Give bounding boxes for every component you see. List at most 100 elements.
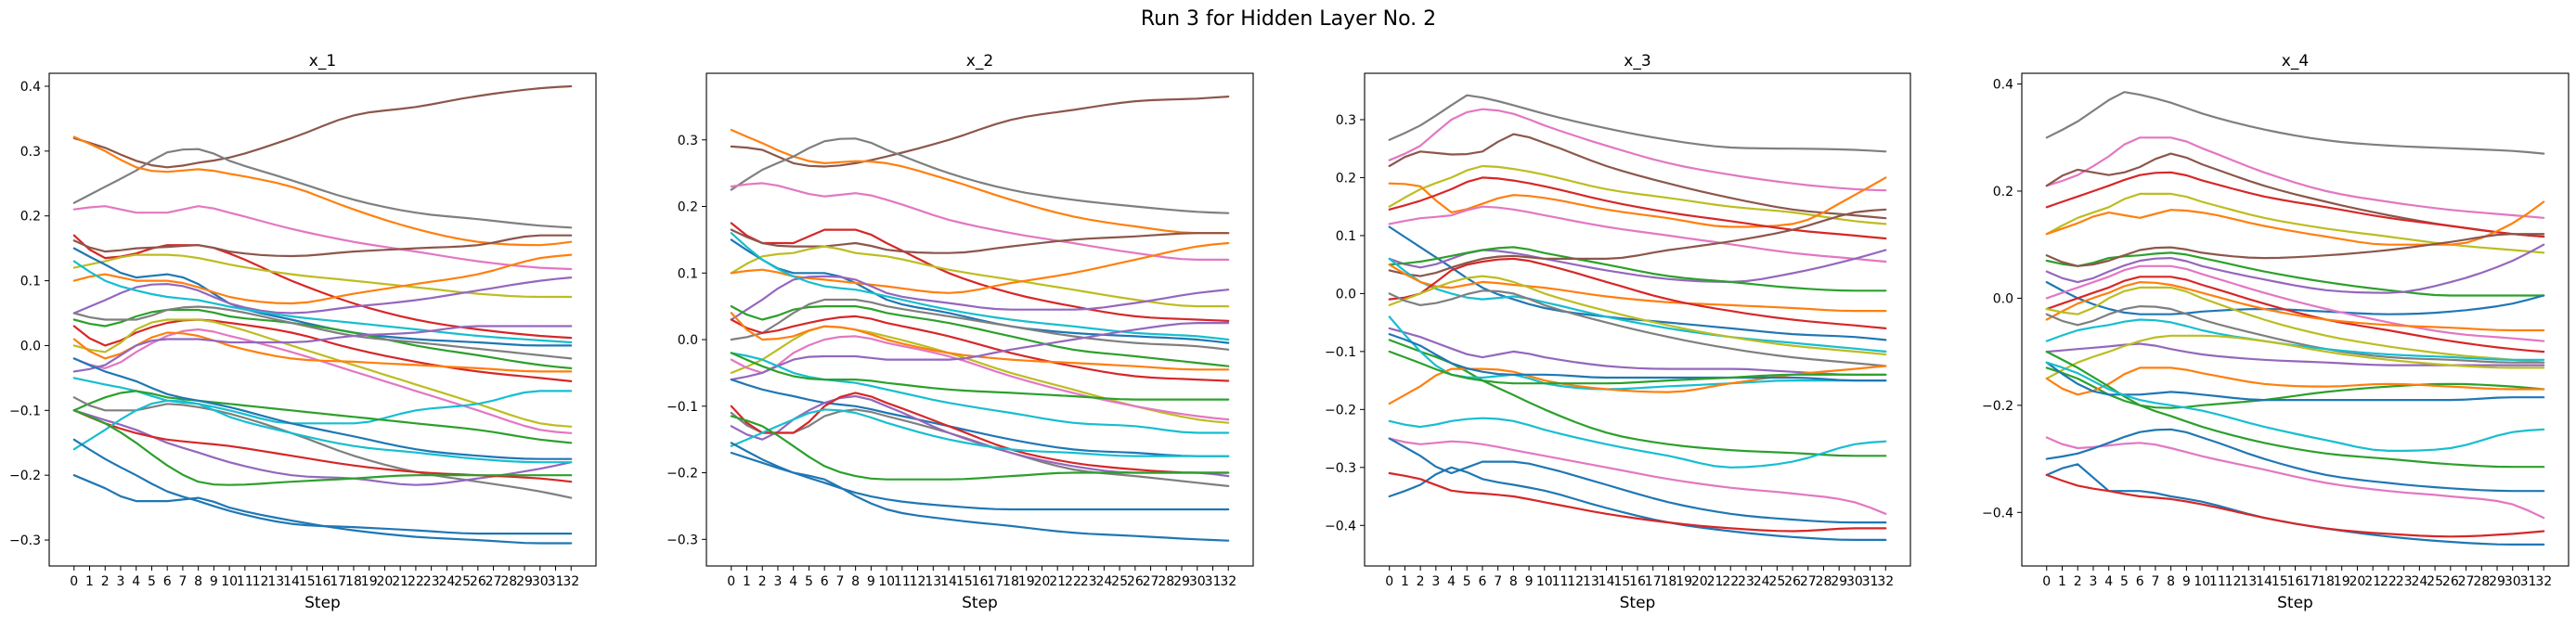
y-tick-label: 0.3 [20, 145, 41, 160]
x-tick-label: 30 [532, 574, 549, 589]
series-line [1388, 339, 1887, 457]
series-line [2045, 334, 2545, 380]
series-line [72, 409, 573, 483]
panel-title: x_3 [1624, 52, 1650, 71]
series-line [2045, 276, 2545, 353]
series-line [1388, 333, 1887, 382]
series-line [2045, 428, 2545, 493]
series-line [1388, 315, 1887, 391]
series-line [72, 438, 573, 535]
x-tick-label: 26 [2442, 574, 2459, 589]
x-tick-label: 32 [1877, 574, 1894, 589]
x-tick-label: 0 [1385, 574, 1393, 589]
series-line [72, 234, 573, 258]
x-tick-label: 9 [1525, 574, 1534, 589]
x-tick-label: 23 [1738, 574, 1754, 589]
x-tick-label: 32 [2535, 574, 2552, 589]
y-tick-label: 0.1 [678, 266, 698, 281]
x-tick-label: 26 [1784, 574, 1801, 589]
x-tick-label: 19 [2334, 574, 2350, 589]
series-line [730, 442, 1230, 511]
x-tick-label: 7 [1494, 574, 1502, 589]
x-tick-label: 15 [1613, 574, 1630, 589]
y-tick-label: 0.4 [1993, 78, 2013, 93]
x-tick-label: 11 [1552, 574, 1569, 589]
series-line [2045, 305, 2545, 364]
y-tick-label: 0.2 [1336, 171, 1356, 186]
series-line [1388, 365, 1887, 405]
x-tick-label: 19 [1676, 574, 1692, 589]
x-tick-label: 20 [377, 574, 394, 589]
y-tick-label: −0.1 [1325, 345, 1356, 360]
series-line [2045, 281, 2545, 315]
series-line [1388, 350, 1887, 385]
series-line [2045, 361, 2545, 452]
x-tick-label: 29 [2489, 574, 2505, 589]
series-line [730, 408, 1230, 457]
series-line [1388, 264, 1887, 313]
x-tick-label: 5 [1463, 574, 1471, 589]
x-tick-label: 10 [2194, 574, 2210, 589]
series-line [2045, 251, 2545, 297]
series-line [2045, 473, 2545, 538]
series-line [730, 275, 1230, 321]
x-tick-label: 20 [2349, 574, 2366, 589]
x-tick-label: 21 [2364, 574, 2381, 589]
series-line [2045, 281, 2545, 332]
series-line [730, 379, 1230, 457]
series-line [1388, 94, 1887, 153]
series-line [72, 409, 573, 486]
series-line [72, 253, 573, 305]
x-tick-label: 13 [2240, 574, 2257, 589]
series-line [730, 335, 1230, 421]
series-line [1388, 108, 1887, 192]
series-line [730, 182, 1230, 261]
x-tick-label: 17 [330, 574, 346, 589]
y-tick-label: −0.3 [9, 533, 41, 548]
x-tick-label: 0 [70, 574, 78, 589]
series-line [72, 84, 573, 169]
x-tick-label: 1 [2058, 574, 2066, 589]
x-tick-label: 24 [2411, 574, 2427, 589]
x-tick-label: 14 [283, 574, 300, 589]
x-tick-label: 8 [194, 574, 202, 589]
x-tick-label: 3 [1431, 574, 1440, 589]
series-line [72, 474, 573, 545]
y-tick-label: 0.1 [20, 275, 41, 289]
series-line [1388, 133, 1887, 220]
x-tick-label: 9 [2182, 574, 2191, 589]
series-line [1388, 327, 1887, 376]
x-tick-label: 11 [2209, 574, 2226, 589]
x-tick-label: 31 [2520, 574, 2537, 589]
x-tick-label: 4 [132, 574, 140, 589]
x-tick-label: 7 [178, 574, 187, 589]
series-line [2045, 366, 2545, 409]
series-line [1388, 275, 1887, 356]
x-tick-label: 27 [1800, 574, 1817, 589]
series-line [2045, 136, 2545, 219]
series-line [72, 305, 573, 360]
series-line [72, 328, 573, 434]
x-tick-label: 16 [315, 574, 331, 589]
series-line [2045, 192, 2545, 254]
x-tick-label: 13 [267, 574, 284, 589]
x-tick-label: 22 [2380, 574, 2397, 589]
series-line [2045, 171, 2545, 238]
series-line [1388, 466, 1887, 542]
y-tick-label: 0.0 [678, 333, 698, 348]
series-line [2045, 264, 2545, 342]
y-tick-label: −0.2 [1325, 403, 1356, 418]
y-tick-label: −0.2 [667, 467, 698, 482]
series-line [72, 148, 573, 229]
x-tick-label: 23 [2396, 574, 2413, 589]
x-tick-label: 15 [956, 574, 973, 589]
panel-title: x_4 [2282, 52, 2309, 71]
y-tick-label: 0.3 [678, 134, 698, 148]
x-tick-label: 4 [1447, 574, 1456, 589]
series-line [730, 238, 1230, 344]
x-tick-label: 27 [2458, 574, 2475, 589]
series-line [1388, 176, 1887, 240]
series-line [2045, 233, 2545, 267]
x-tick-label: 31 [1205, 574, 1222, 589]
x-tick-label: 21 [1707, 574, 1724, 589]
